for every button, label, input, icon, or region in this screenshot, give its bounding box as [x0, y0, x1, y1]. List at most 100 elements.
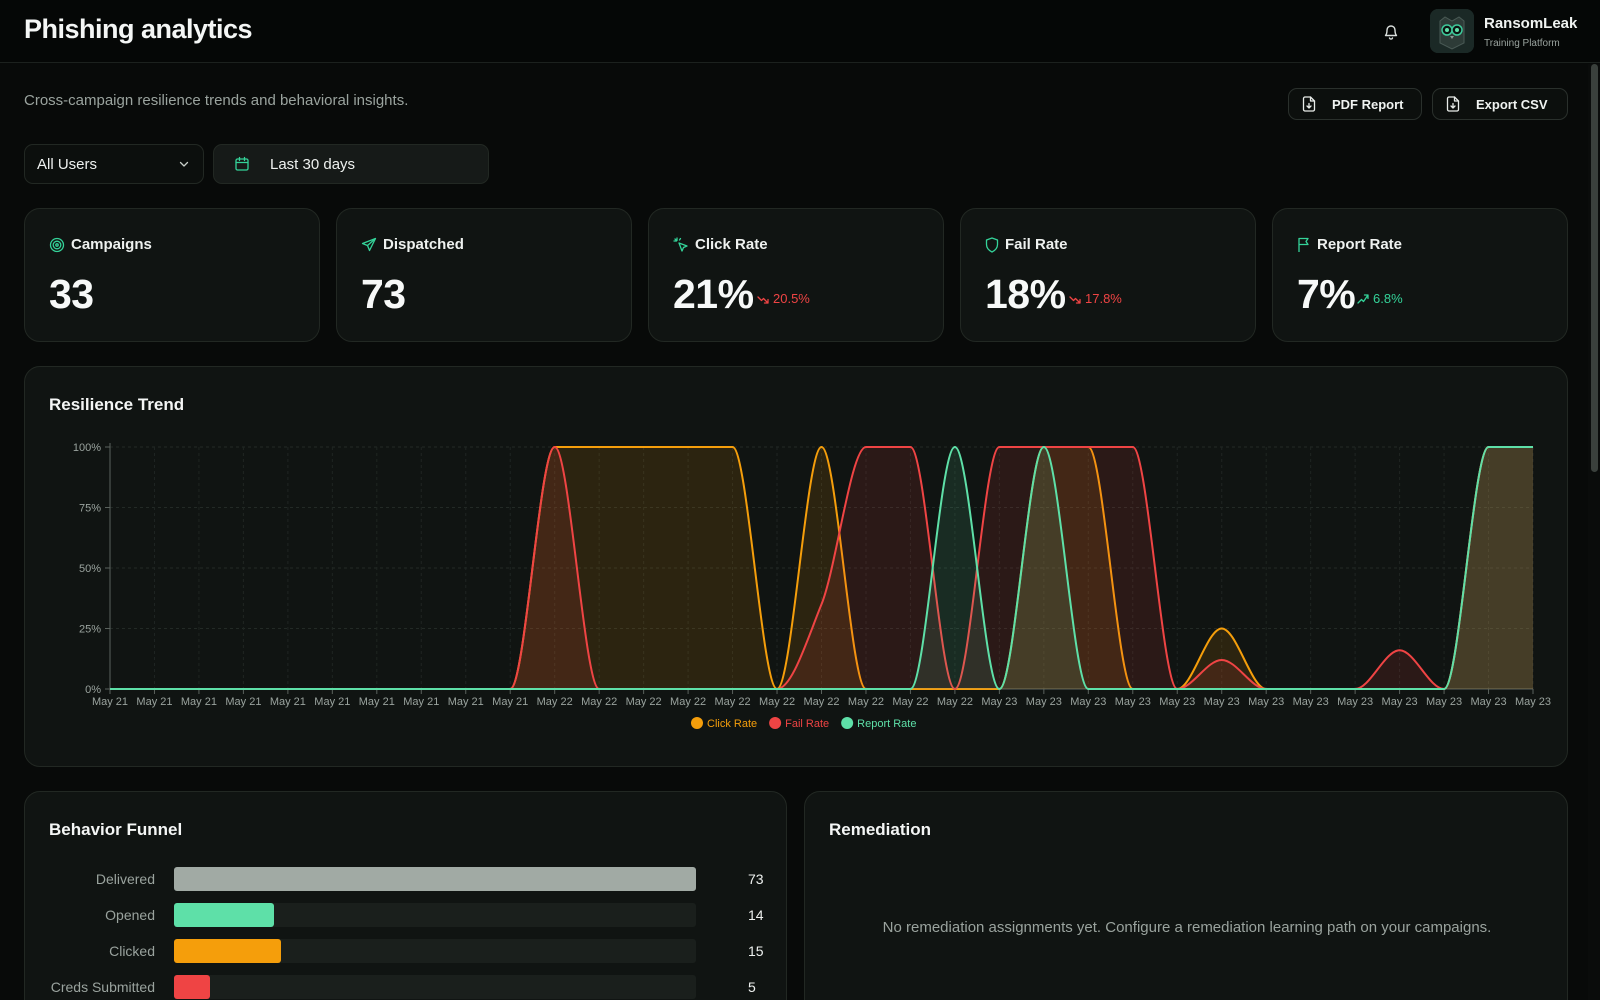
x-tick-label: May 21 — [225, 696, 261, 708]
stat-card-dispatched: Dispatched 73 — [336, 208, 632, 342]
x-tick-label: May 23 — [1248, 696, 1284, 708]
funnel-bar — [174, 903, 275, 927]
empty-state-message: No remediation assignments yet. Configur… — [882, 919, 1492, 936]
page-subtitle: Cross-campaign resilience trends and beh… — [24, 92, 409, 109]
x-tick-label: May 23 — [1204, 696, 1240, 708]
remediation-panel: Remediation No remediation assignments y… — [804, 791, 1568, 1000]
date-range-label: Last 30 days — [270, 155, 356, 173]
stat-delta: 17.8% — [1069, 291, 1122, 306]
x-tick-label: May 23 — [1026, 696, 1062, 708]
stat-value: 21% — [673, 271, 754, 317]
funnel-count: 14 — [748, 907, 764, 923]
series-area-fail-rate — [110, 447, 1533, 689]
series-line-report-rate — [110, 445, 1533, 691]
trending-down-icon — [757, 295, 769, 304]
stat-value: 18% — [985, 271, 1066, 317]
brand-logo[interactable] — [1430, 9, 1474, 53]
target-icon — [49, 237, 65, 252]
x-tick-label: May 21 — [314, 696, 350, 708]
date-range-picker[interactable]: Last 30 days — [213, 144, 489, 184]
x-tick-label: May 23 — [1159, 696, 1195, 708]
legend-label-click-rate: Click Rate — [707, 718, 757, 730]
brand-name: RansomLeak — [1484, 15, 1578, 32]
funnel-count: 15 — [748, 943, 764, 959]
stat-value: 33 — [49, 271, 94, 317]
x-tick-label: May 23 — [1337, 696, 1373, 708]
stat-delta: 20.5% — [757, 291, 810, 306]
pdf-report-button[interactable]: PDF Report — [1288, 88, 1422, 120]
send-icon — [361, 237, 377, 251]
x-tick-label: May 23 — [1515, 696, 1551, 708]
legend-swatch-fail-rate — [769, 717, 782, 729]
stat-card-report-rate: Report Rate 7% 6.8% — [1272, 208, 1568, 342]
stat-card-click-rate: Click Rate 21% 20.5% — [648, 208, 944, 342]
file-download-icon — [1302, 96, 1316, 112]
x-tick-label: May 22 — [937, 696, 973, 708]
x-tick-label: May 21 — [181, 696, 217, 708]
y-tick-label: 0% — [85, 684, 101, 696]
export-csv-button[interactable]: Export CSV — [1432, 88, 1568, 120]
stat-value: 7% — [1297, 271, 1356, 317]
scrollbar-thumb[interactable] — [1591, 64, 1598, 472]
funnel-row: Delivered 73 — [25, 867, 765, 891]
x-tick-label: May 23 — [1115, 696, 1151, 708]
stat-label: Campaigns — [71, 236, 152, 253]
x-tick-label: May 23 — [1070, 696, 1106, 708]
stat-label: Report Rate — [1317, 236, 1403, 253]
x-tick-label: May 22 — [670, 696, 706, 708]
stat-label: Fail Rate — [1005, 236, 1068, 253]
calendar-icon — [235, 156, 249, 171]
stat-value: 73 — [361, 271, 406, 317]
bell-icon[interactable] — [1381, 22, 1401, 42]
y-tick-label: 25% — [79, 624, 101, 636]
funnel-label: Clicked — [109, 943, 155, 959]
series-area-click-rate — [110, 447, 1533, 689]
funnel-row: Clicked 15 — [25, 939, 765, 963]
x-tick-label: May 21 — [92, 696, 128, 708]
brand-subtitle: Training Platform — [1484, 38, 1560, 49]
funnel-label: Delivered — [95, 871, 155, 887]
x-tick-label: May 22 — [848, 696, 884, 708]
resilience-trend-panel: Resilience Trend 0% 25% 50% 75% 100% May 21 Ma… — [24, 366, 1568, 767]
x-tick-label: May 21 — [448, 696, 484, 708]
flag-icon — [1298, 237, 1309, 252]
behavior-funnel-panel: Behavior Funnel Delivered 73 Opened 14 Click… — [24, 791, 787, 1000]
x-tick-label: May 21 — [270, 696, 306, 708]
x-tick-label: May 22 — [537, 696, 573, 708]
pdf-report-label: PDF Report — [1332, 96, 1404, 112]
x-tick-label: May 22 — [581, 696, 617, 708]
y-tick-label: 100% — [73, 442, 101, 454]
stat-card-fail-rate: Fail Rate 18% 17.8% — [960, 208, 1256, 342]
funnel-bar-track — [174, 975, 696, 999]
funnel-label: Creds Submitted — [50, 979, 155, 995]
funnel-row: Creds Submitted 5 — [25, 975, 765, 999]
trending-up-icon — [1357, 293, 1369, 304]
x-tick-label: May 23 — [1293, 696, 1329, 708]
trending-down-icon — [1069, 295, 1081, 304]
x-tick-label: May 22 — [892, 696, 928, 708]
x-tick-label: May 22 — [759, 696, 795, 708]
y-tick-label: 50% — [79, 563, 101, 575]
funnel-count: 5 — [748, 979, 756, 995]
stat-label: Click Rate — [695, 236, 768, 253]
funnel-count: 73 — [748, 871, 764, 887]
legend-label-fail-rate: Fail Rate — [785, 718, 829, 730]
export-csv-label: Export CSV — [1476, 96, 1548, 112]
cursor-click-icon — [673, 236, 688, 252]
page-title: Phishing analytics — [24, 14, 253, 44]
funnel-bar — [174, 939, 282, 963]
users-select-value: All Users — [37, 155, 98, 173]
x-tick-label: May 21 — [492, 696, 528, 708]
x-tick-label: May 21 — [403, 696, 439, 708]
funnel-bar-track — [174, 939, 696, 963]
users-select[interactable]: All Users — [24, 144, 204, 184]
x-tick-label: May 21 — [136, 696, 172, 708]
funnel-bar — [174, 975, 210, 999]
y-tick-label: 75% — [79, 503, 101, 515]
panel-title: Resilience Trend — [49, 395, 185, 414]
x-tick-label: May 23 — [1426, 696, 1462, 708]
top-bar: Phishing analytics RansomLeak Training P… — [0, 0, 1600, 63]
x-tick-label: May 23 — [981, 696, 1017, 708]
x-tick-label: May 22 — [626, 696, 662, 708]
x-tick-label: May 23 — [1382, 696, 1418, 708]
